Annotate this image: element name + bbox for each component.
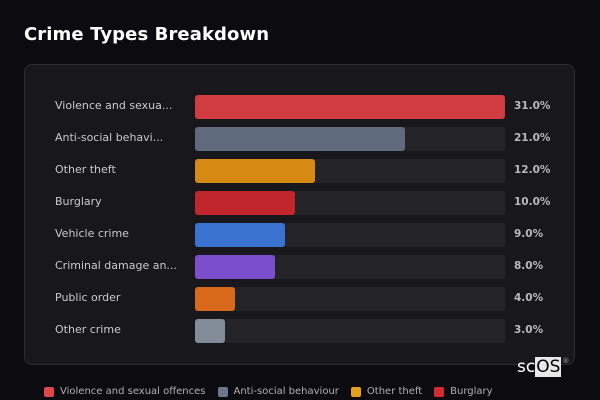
legend-item[interactable]: Anti-social behaviour (217, 386, 339, 397)
bar-fill[interactable] (195, 191, 295, 215)
bar-track (195, 159, 505, 183)
bar-label: Other theft (55, 163, 116, 176)
legend-swatch-icon (217, 386, 228, 397)
bar-value: 10.0% (514, 196, 551, 208)
bar-label: Criminal damage an... (55, 259, 177, 272)
bar-value: 12.0% (514, 164, 551, 176)
bar-row: Criminal damage an... 8.0% (25, 255, 574, 279)
bar-track (195, 287, 505, 311)
bar-fill[interactable] (195, 95, 505, 119)
legend-item[interactable]: Other theft (350, 386, 423, 397)
legend-label: Violence and sexual offences (60, 386, 206, 397)
bar-row: Vehicle crime 9.0% (25, 223, 574, 247)
watermark-sc: sc (517, 357, 536, 377)
legend-label: Other theft (366, 386, 423, 397)
bar-track (195, 319, 505, 343)
bar-row: Anti-social behavi... 21.0% (25, 127, 574, 151)
bar-value: 9.0% (514, 228, 544, 240)
bar-fill[interactable] (195, 255, 275, 279)
bar-row: Other theft 12.0% (25, 159, 574, 183)
bar-track (195, 255, 505, 279)
legend-swatch-icon (350, 386, 361, 397)
bar-value: 4.0% (514, 292, 544, 304)
bar-fill[interactable] (195, 287, 235, 311)
bar-track (195, 191, 505, 215)
bar-row: Violence and sexua... 31.0% (25, 95, 574, 119)
bar-fill[interactable] (195, 159, 315, 183)
bar-label: Violence and sexua... (55, 99, 173, 112)
bar-row: Other crime 3.0% (25, 319, 574, 343)
bar-fill[interactable] (195, 127, 405, 151)
chart-title: Crime Types Breakdown (24, 24, 270, 45)
legend-label: Anti-social behaviour (233, 386, 339, 397)
bar-label: Burglary (55, 195, 102, 208)
bar-track (195, 95, 505, 119)
legend-swatch-icon (434, 386, 445, 397)
bar-fill[interactable] (195, 223, 285, 247)
bar-value: 31.0% (514, 100, 551, 112)
bar-value: 8.0% (514, 260, 544, 272)
chart-legend: Violence and sexual offences Anti-social … (44, 386, 493, 397)
bar-value: 21.0% (514, 132, 551, 144)
bar-value: 3.0% (514, 324, 544, 336)
registered-icon: ® (562, 357, 570, 365)
chart-panel: Violence and sexua... 31.0% Anti-social be… (24, 64, 575, 365)
bar-label: Anti-social behavi... (55, 131, 164, 144)
bar-row: Public order 4.0% (25, 287, 574, 311)
legend-item[interactable]: Burglary (434, 386, 493, 397)
bar-label: Vehicle crime (55, 227, 129, 240)
legend-swatch-icon (44, 386, 54, 397)
bar-label: Other crime (55, 323, 121, 336)
watermark-os: OS (535, 357, 562, 377)
bar-track (195, 223, 505, 247)
bar-label: Public order (55, 291, 121, 304)
bar-track (195, 127, 505, 151)
watermark-logo: sc OS ® (517, 357, 569, 377)
legend-label: Burglary (450, 386, 493, 397)
bar-fill[interactable] (195, 319, 225, 343)
bar-row: Burglary 10.0% (25, 191, 574, 215)
legend-item[interactable]: Violence and sexual offences (44, 386, 206, 397)
